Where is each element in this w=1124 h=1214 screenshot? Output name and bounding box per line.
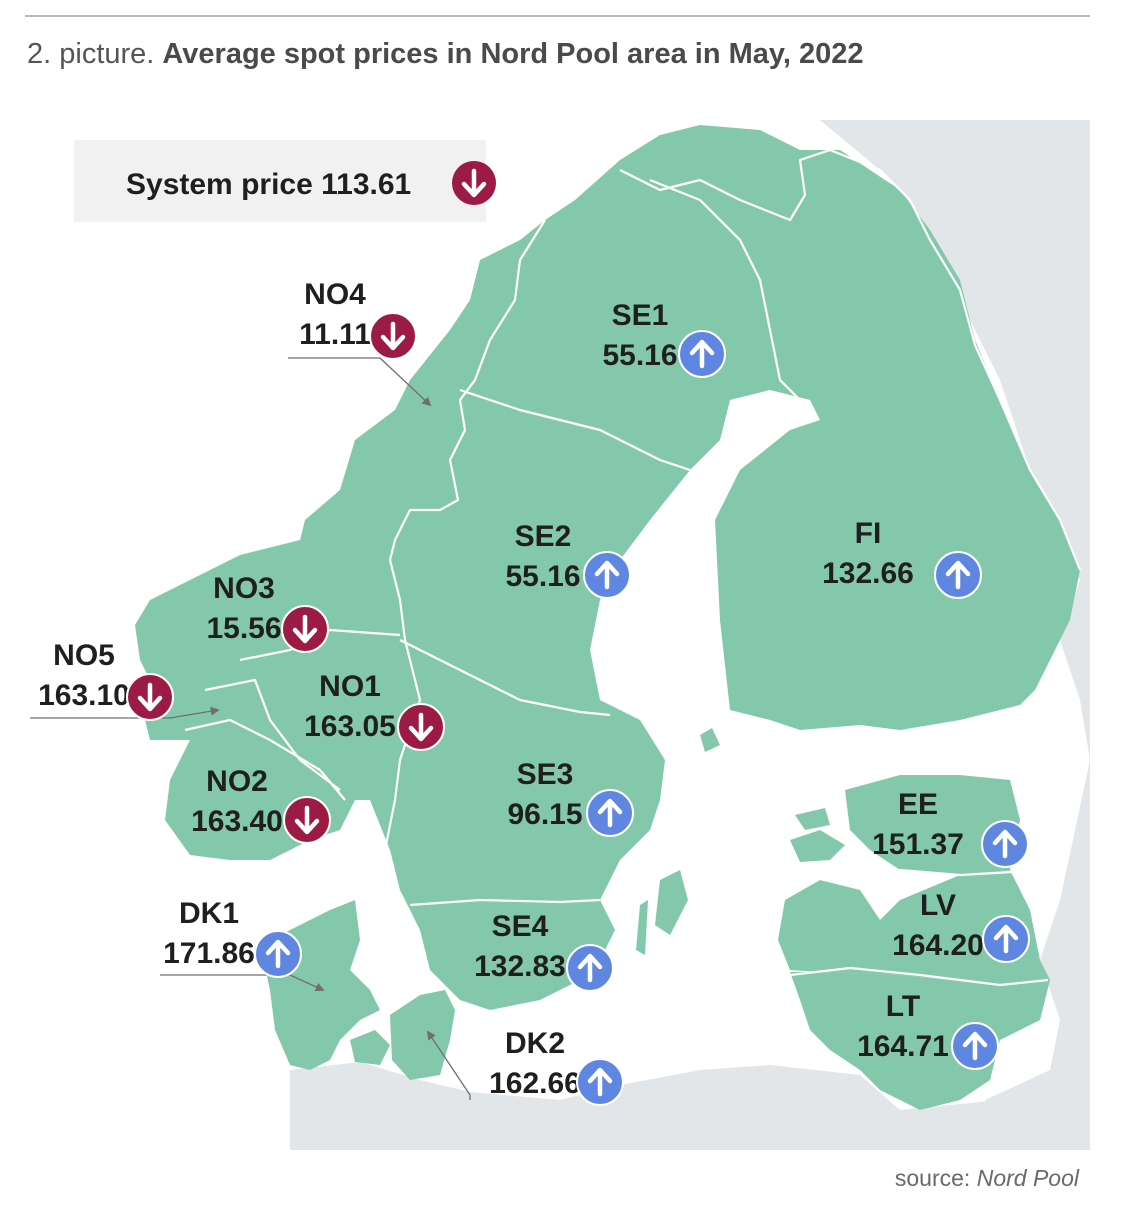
leader-lines [30,357,471,1100]
zone-price: 15.56 [206,612,281,645]
zone-name: NO3 [213,572,275,605]
zone-no1: NO1 163.05 [304,670,445,751]
zone-name: EE [898,788,938,821]
land-estonia [845,775,1020,875]
zone-no4: NO4 11.11 [299,278,417,360]
top-divider [25,15,1090,17]
arrow-up-circle-icon [576,1058,624,1106]
arrow-up-circle-icon [586,789,634,837]
zone-price: 151.37 [872,828,964,861]
arrow-up-circle-icon [951,1022,999,1070]
zone-lt: LT 164.71 [857,990,999,1070]
zone-name: SE2 [515,520,572,553]
arrow-up-circle-icon [678,330,726,378]
arrow-down-circle-icon [369,312,417,360]
land-latvia [778,870,1050,985]
land-saaremaa [790,830,845,862]
land-oland [636,900,648,955]
zone-price: 55.16 [602,339,677,372]
figure-number: 2. picture. [27,38,155,70]
zone-fi: FI 132.66 [822,517,982,599]
zone-price: 163.10 [38,679,130,712]
land-lithuania [790,972,1050,1110]
land-russia [820,120,1090,1150]
system-price-label: System price 113.61 [126,168,411,201]
zone-price: 55.16 [505,560,580,593]
zone-name: DK2 [505,1027,565,1060]
source-prefix: source: [894,1165,971,1191]
arrow-down-circle-icon [281,605,329,653]
zone-price: 96.15 [507,798,582,831]
zone-se1: SE1 55.16 [602,299,726,378]
zone-dk1: DK1 171.86 [163,897,302,978]
figure-title-text: Average spot prices in Nord Pool area in… [162,38,864,70]
land-aland [700,728,720,752]
zone-no3: NO3 15.56 [206,572,329,653]
zone-dk2: DK2 162.66 [489,1027,624,1106]
zone-no5: NO5 163.10 [38,639,174,721]
arrow-down-circle-icon [126,673,174,721]
arrow-up-circle-icon [566,944,614,992]
arrow-up-circle-icon [254,930,302,978]
arrow-up-circle-icon [583,551,631,599]
zone-price: 163.05 [304,710,396,743]
zone-price: 163.40 [191,805,283,838]
zone-name: NO1 [319,670,381,703]
zone-se4: SE4 132.83 [474,910,614,992]
source-name: Nord Pool [976,1165,1079,1191]
system-price-box: System price 113.61 [74,140,496,222]
zone-price: 132.83 [474,950,566,983]
zone-name: DK1 [179,897,239,930]
zone-name: LV [920,889,956,922]
zone-name: FI [855,517,882,550]
zone-name: SE4 [492,910,549,943]
zone-se2: SE2 55.16 [505,520,631,599]
zone-lv: LV 164.20 [892,889,1030,963]
zone-price: 132.66 [822,557,914,590]
land-funen [350,1030,390,1065]
arrow-down-circle-icon [397,703,445,751]
arrow-up-circle-icon [934,551,982,599]
zone-name: NO5 [53,639,115,672]
figure-title: 2. picture. Average spot prices in Nord … [27,38,864,71]
zone-name: LT [886,990,920,1023]
zone-ee: EE 151.37 [872,788,1029,868]
zone-price: 164.20 [892,929,984,962]
zone-name: SE3 [517,758,574,791]
zone-name: SE1 [612,299,669,332]
zone-no2: NO2 163.40 [191,765,331,844]
arrow-up-circle-icon [981,820,1029,868]
zone-price: 164.71 [857,1030,949,1063]
system-price-down-icon [452,161,496,205]
land-hiiumaa [795,808,830,830]
zone-price: 171.86 [163,937,255,970]
arrow-up-circle-icon [982,915,1030,963]
zone-price: 11.11 [299,318,371,351]
arrow-down-circle-icon [283,796,331,844]
zone-name: NO2 [206,765,268,798]
land-zealand [390,990,455,1080]
zone-price: 162.66 [489,1067,581,1100]
zone-name: NO4 [304,278,366,311]
zone-se3: SE3 96.15 [507,758,634,837]
land-continent [290,1062,1010,1150]
land-gotland [655,870,688,935]
source-note: source: Nord Pool [895,1165,1079,1192]
